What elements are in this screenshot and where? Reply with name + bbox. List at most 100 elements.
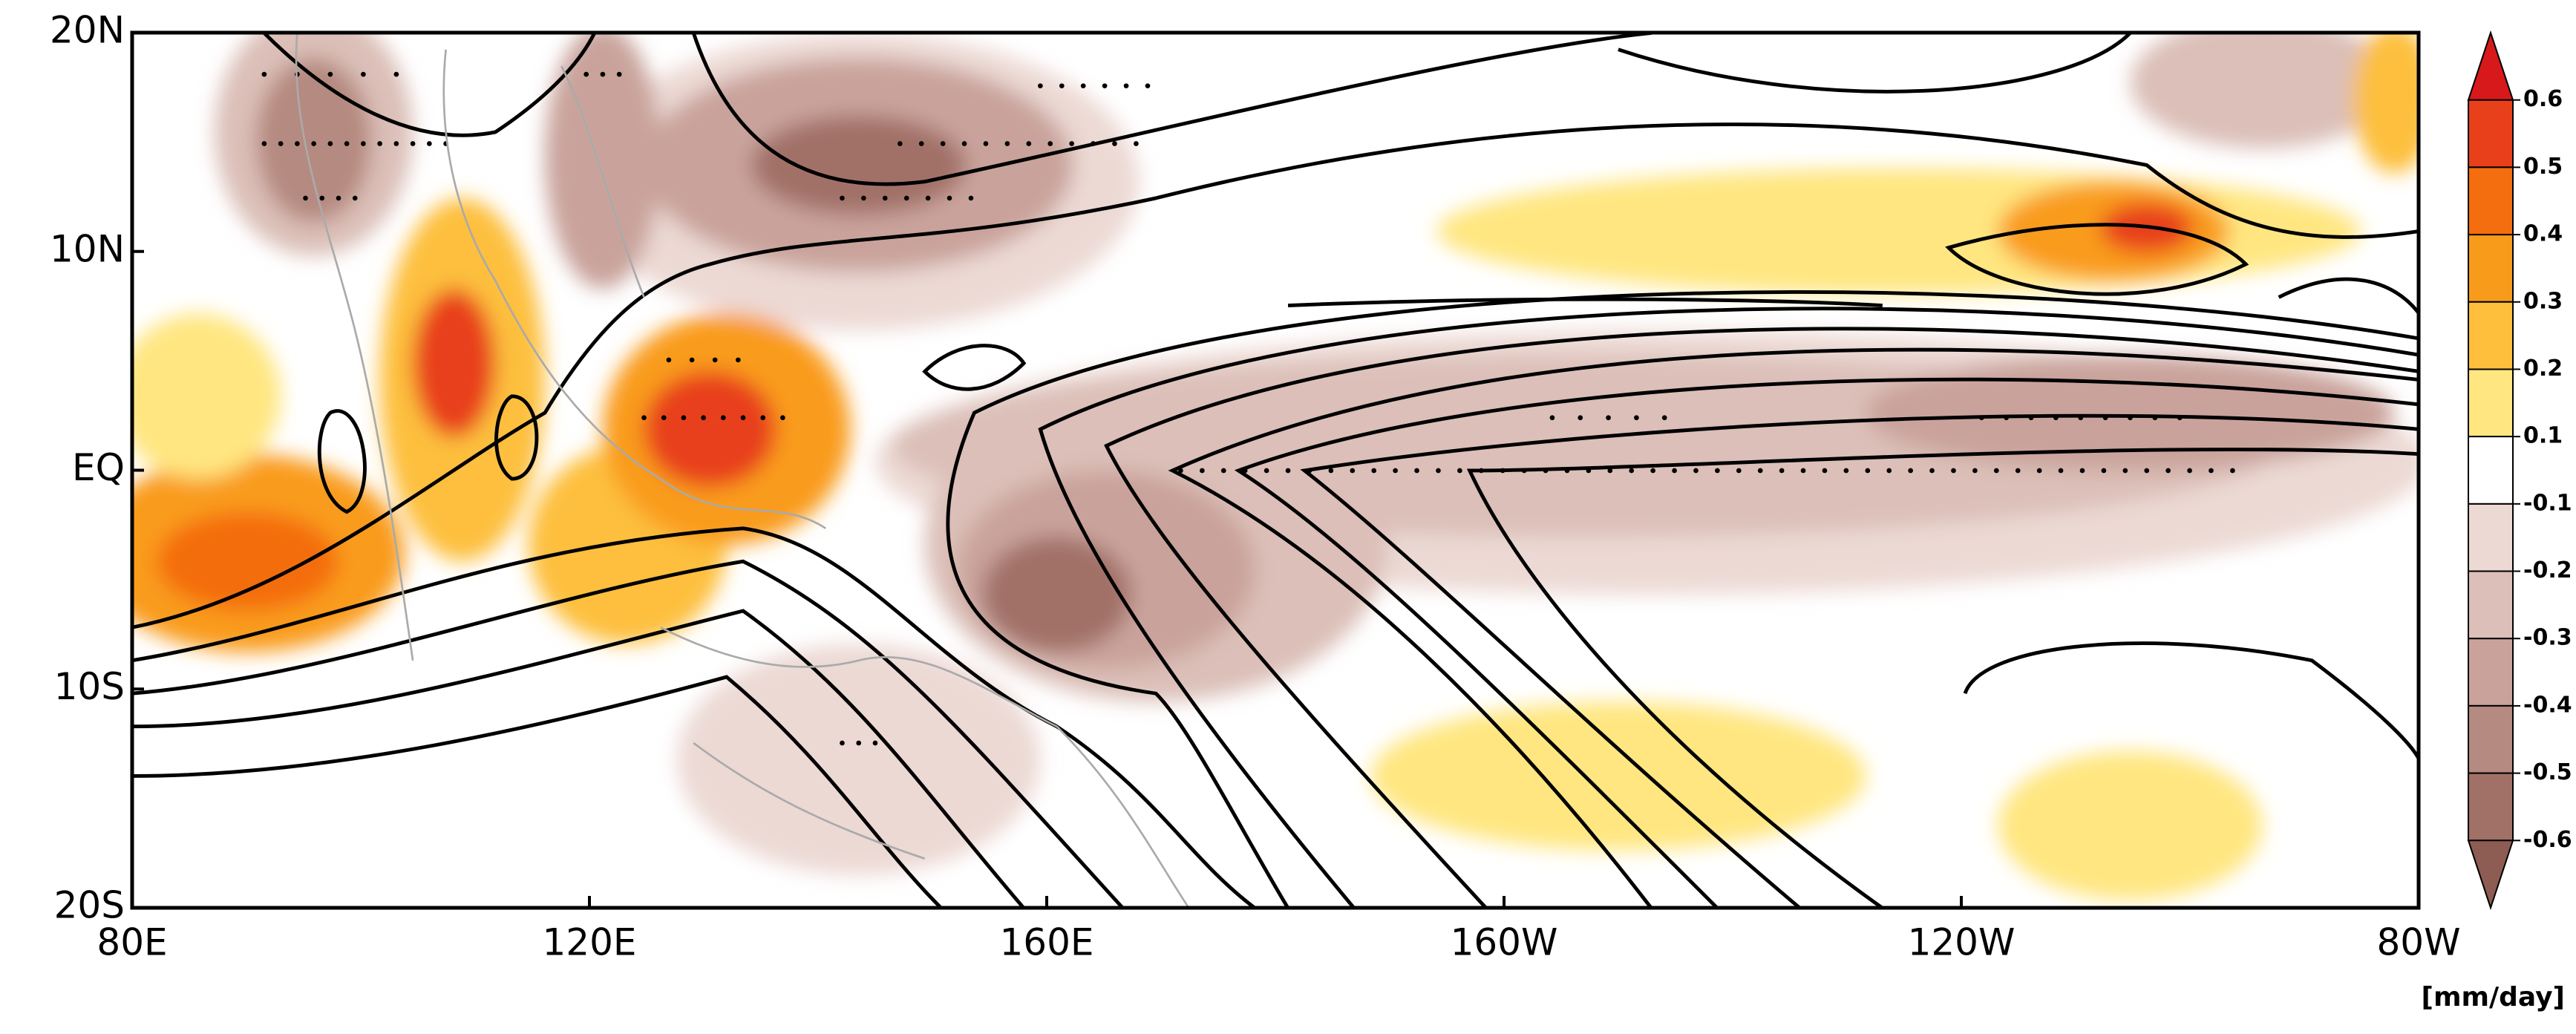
dot — [352, 195, 358, 201]
dot — [1371, 468, 1377, 474]
dot — [1307, 468, 1312, 474]
y-tick-label: 10S — [54, 665, 125, 708]
colorbar-label: -0.5 — [2523, 759, 2572, 785]
dot — [1080, 83, 1086, 89]
colorbar-segment — [2468, 99, 2514, 168]
dot — [1026, 141, 1032, 146]
dot — [1242, 468, 1248, 474]
dot — [361, 71, 366, 77]
dot — [1145, 83, 1151, 89]
dot — [2187, 468, 2192, 474]
colorbar-segment — [2468, 704, 2514, 774]
dot — [735, 357, 741, 363]
dot — [344, 141, 350, 146]
dot — [336, 195, 341, 201]
dot — [2015, 468, 2021, 474]
dot — [1543, 468, 1549, 474]
dot — [1978, 415, 1984, 421]
dot — [1865, 468, 1871, 474]
dot — [377, 141, 382, 146]
dot — [1634, 415, 1639, 421]
dot — [1350, 468, 1356, 474]
dot — [1693, 468, 1699, 474]
x-tick-label: 160E — [999, 921, 1094, 964]
dot — [1436, 468, 1441, 474]
dot — [393, 71, 399, 77]
dot — [1047, 141, 1053, 146]
dot — [327, 71, 333, 77]
dot — [2165, 468, 2171, 474]
dot — [1004, 141, 1010, 146]
dot — [882, 195, 888, 201]
dot — [1661, 415, 1667, 421]
dot — [1578, 415, 1583, 421]
colorbar-segment — [2467, 30, 2514, 101]
significance-dots — [261, 71, 2235, 746]
dot — [1800, 468, 1806, 474]
dot — [2079, 468, 2085, 474]
dot — [740, 415, 746, 421]
dot — [1393, 468, 1398, 474]
dot — [1822, 468, 1828, 474]
dot — [840, 740, 845, 746]
dot — [1457, 468, 1462, 474]
dot — [2122, 468, 2128, 474]
dot — [1564, 468, 1570, 474]
dot — [1606, 415, 1611, 421]
dot — [1549, 415, 1555, 421]
dot — [940, 141, 946, 146]
dot — [1779, 468, 1785, 474]
dot — [1736, 468, 1742, 474]
dot — [1091, 141, 1096, 146]
dot — [2144, 468, 2150, 474]
map-field — [131, 33, 2419, 909]
colorbar-segment — [2467, 840, 2514, 911]
dot — [1521, 468, 1527, 474]
dot — [712, 357, 718, 363]
colorbar-label: -0.4 — [2523, 692, 2572, 718]
dot — [2177, 415, 2183, 421]
dot — [1757, 468, 1763, 474]
dot — [666, 357, 672, 363]
dot — [947, 195, 952, 201]
dot — [295, 141, 300, 146]
coastlines — [295, 33, 1190, 909]
dot — [1112, 141, 1117, 146]
dot — [1843, 468, 1849, 474]
colorbar-label: 0.6 — [2523, 86, 2563, 112]
dot — [760, 415, 766, 421]
colorbar-label: 0.2 — [2523, 356, 2563, 382]
dot — [903, 195, 909, 201]
dot — [2128, 415, 2133, 421]
dot — [2028, 415, 2034, 421]
dot — [2058, 468, 2064, 474]
colorbar-segment — [2468, 638, 2514, 707]
dot — [1586, 468, 1592, 474]
dot — [303, 195, 308, 201]
dot — [1134, 141, 1139, 146]
dot — [1993, 468, 1999, 474]
dot — [1264, 468, 1269, 474]
colorbar-segment — [2468, 166, 2514, 236]
dot — [2102, 415, 2108, 421]
dot — [1102, 83, 1108, 89]
dot — [701, 415, 706, 421]
dot — [918, 141, 924, 146]
colorbar-label: -0.6 — [2523, 827, 2572, 853]
dot — [1886, 468, 1892, 474]
dot — [1328, 468, 1334, 474]
dot — [1500, 468, 1506, 474]
dot — [616, 71, 622, 77]
colorbar-segment — [2468, 570, 2514, 640]
dot — [1123, 83, 1129, 89]
axes: 80E 120E 160E 160W 120W 80W 20N 10N EQ 10S 20S — [50, 9, 2461, 964]
dot — [583, 71, 589, 77]
y-tick-label: 20N — [50, 9, 125, 52]
dot — [600, 71, 606, 77]
dot — [2209, 468, 2214, 474]
dot — [856, 740, 862, 746]
dot — [2078, 415, 2084, 421]
colorbar-label: 0.4 — [2523, 221, 2563, 247]
dot — [1200, 468, 1205, 474]
